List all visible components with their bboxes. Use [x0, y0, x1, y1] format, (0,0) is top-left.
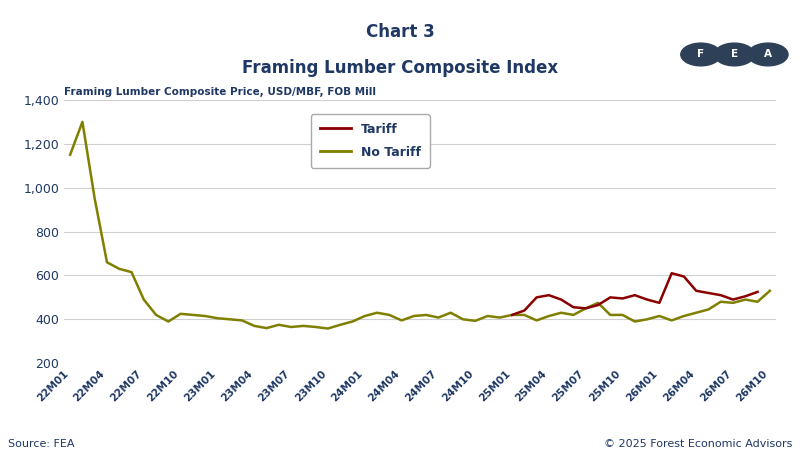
Text: Framing Lumber Composite Index: Framing Lumber Composite Index — [242, 59, 558, 77]
Text: Framing Lumber Composite Price, USD/MBF, FOB Mill: Framing Lumber Composite Price, USD/MBF,… — [64, 87, 376, 97]
Text: © 2025 Forest Economic Advisors: © 2025 Forest Economic Advisors — [604, 439, 792, 449]
Text: F: F — [698, 49, 704, 59]
Text: A: A — [764, 49, 772, 59]
Text: E: E — [731, 49, 738, 59]
Legend: Tariff, No Tariff: Tariff, No Tariff — [310, 114, 430, 168]
Text: Chart 3: Chart 3 — [366, 23, 434, 41]
Text: Source: FEA: Source: FEA — [8, 439, 74, 449]
